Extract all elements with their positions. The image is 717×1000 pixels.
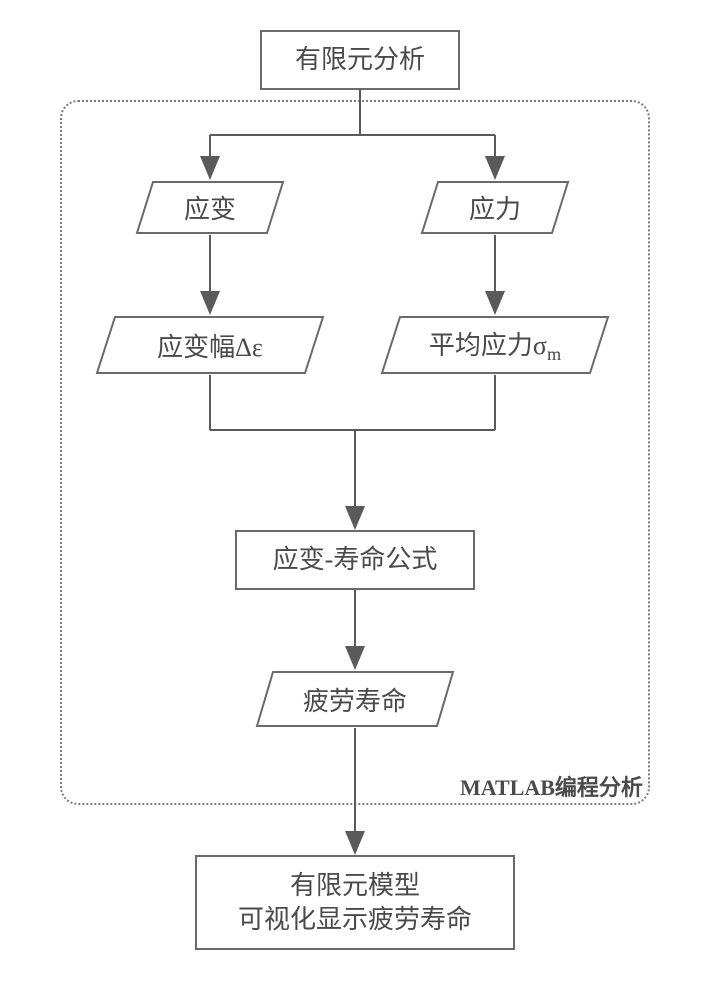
node-label: 应变-寿命公式 bbox=[273, 543, 438, 577]
region-label: MATLAB编程分析 bbox=[460, 770, 643, 802]
node-fatigue-life: 疲劳寿命 bbox=[255, 670, 455, 728]
node-stress: 应力 bbox=[420, 180, 570, 235]
node-visualization: 有限元模型 可视化显示疲劳寿命 bbox=[195, 855, 515, 950]
node-strain: 应变 bbox=[135, 180, 285, 235]
node-fem-analysis: 有限元分析 bbox=[260, 30, 460, 90]
node-strain-amp: 应变幅Δε bbox=[95, 315, 325, 375]
node-label: 应力 bbox=[469, 189, 521, 226]
node-label: 应变 bbox=[184, 189, 236, 226]
flowchart-container: MATLAB编程分析 有限元分析 应变 应力 应变幅Δε 平均应力σm 应变- bbox=[60, 30, 660, 970]
node-mean-stress: 平均应力σm bbox=[380, 315, 610, 375]
node-label-line2: 可视化显示疲劳寿命 bbox=[238, 903, 472, 937]
node-label: 疲劳寿命 bbox=[303, 681, 407, 718]
node-label: 应变幅Δε bbox=[157, 327, 263, 364]
node-label-line1: 有限元模型 bbox=[290, 869, 420, 903]
node-label: 有限元分析 bbox=[295, 43, 425, 77]
node-formula: 应变-寿命公式 bbox=[235, 530, 475, 590]
node-label: 平均应力σm bbox=[429, 325, 561, 365]
